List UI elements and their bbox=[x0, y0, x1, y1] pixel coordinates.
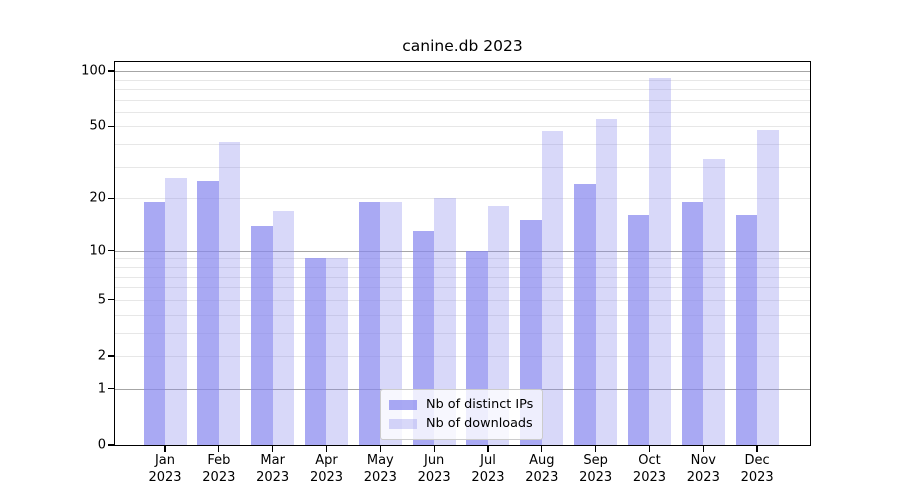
y-tick-10 bbox=[108, 250, 114, 252]
y-tick-label-2: 2 bbox=[97, 348, 106, 364]
y-tick-label-1: 1 bbox=[97, 381, 106, 397]
y-tick-label-20: 20 bbox=[89, 190, 106, 206]
x-tick-dec-2023 bbox=[756, 446, 758, 453]
x-tick-label-apr-2023: Apr 2023 bbox=[309, 453, 344, 485]
gridline-minor-6 bbox=[115, 287, 810, 289]
x-tick-label-sep-2023: Sep 2023 bbox=[579, 453, 613, 485]
x-tick-label-mar-2023: Mar 2023 bbox=[256, 453, 290, 485]
bar-nb-of-distinct-ips-nov-2023 bbox=[681, 202, 704, 445]
bar-nb-of-downloads-feb-2023 bbox=[218, 142, 241, 445]
gridline-minor-2 bbox=[115, 355, 810, 357]
y-tick-0 bbox=[108, 444, 114, 446]
bar-nb-of-downloads-dec-2023 bbox=[757, 129, 779, 445]
plot-content bbox=[115, 62, 810, 445]
x-tick-may-2023 bbox=[379, 446, 381, 453]
y-tick-5 bbox=[108, 299, 114, 301]
x-tick-label-nov-2023: Nov 2023 bbox=[686, 453, 720, 485]
gridline-minor-3 bbox=[115, 332, 810, 334]
bar-nb-of-distinct-ips-may-2023 bbox=[358, 202, 381, 445]
gridline-minor-60 bbox=[115, 111, 810, 113]
bar-nb-of-distinct-ips-sep-2023 bbox=[574, 184, 596, 445]
x-tick-mar-2023 bbox=[272, 446, 274, 453]
bar-nb-of-distinct-ips-apr-2023 bbox=[304, 258, 327, 445]
gridline-minor-80 bbox=[115, 88, 810, 90]
gridline-minor-70 bbox=[115, 99, 810, 101]
bar-nb-of-downloads-oct-2023 bbox=[649, 77, 671, 445]
x-tick-label-oct-2023: Oct 2023 bbox=[632, 453, 667, 485]
bar-nb-of-distinct-ips-oct-2023 bbox=[627, 215, 650, 445]
y-tick-label-100: 100 bbox=[81, 63, 106, 79]
gridline-minor-20 bbox=[115, 198, 810, 200]
x-tick-apr-2023 bbox=[325, 446, 328, 453]
x-tick-jan-2023 bbox=[164, 446, 166, 453]
bar-nb-of-downloads-nov-2023 bbox=[703, 159, 725, 445]
y-tick-100 bbox=[108, 70, 114, 72]
y-tick-label-5: 5 bbox=[97, 292, 106, 308]
gridline-minor-40 bbox=[115, 144, 810, 146]
legend: Nb of distinct IPs Nb of downloads bbox=[380, 389, 543, 440]
gridline-major-10 bbox=[115, 250, 810, 252]
y-tick-20 bbox=[108, 197, 114, 199]
x-tick-label-dec-2023: Dec 2023 bbox=[740, 453, 774, 485]
gridline-minor-50 bbox=[115, 126, 810, 128]
legend-label-downloads: Nb of downloads bbox=[426, 416, 533, 431]
bar-nb-of-downloads-may-2023 bbox=[380, 202, 402, 445]
legend-swatch-0 bbox=[389, 399, 417, 410]
x-tick-label-aug-2023: Aug 2023 bbox=[525, 453, 559, 485]
legend-label-distinct-ips: Nb of distinct IPs bbox=[426, 397, 534, 412]
gridline-minor-9 bbox=[115, 258, 810, 260]
gridline-minor-7 bbox=[115, 276, 810, 278]
x-tick-label-jul-2023: Jul 2023 bbox=[471, 453, 505, 485]
bar-nb-of-downloads-jun-2023 bbox=[434, 198, 456, 445]
x-tick-aug-2023 bbox=[541, 446, 543, 453]
bar-nb-of-distinct-ips-mar-2023 bbox=[251, 225, 273, 445]
gridline-minor-5 bbox=[115, 299, 810, 301]
x-tick-label-jun-2023: Jun 2023 bbox=[417, 453, 451, 485]
y-tick-50 bbox=[108, 125, 114, 128]
bar-nb-of-distinct-ips-dec-2023 bbox=[735, 215, 758, 445]
bar-nb-of-downloads-jan-2023 bbox=[165, 177, 187, 445]
bar-nb-of-distinct-ips-feb-2023 bbox=[197, 181, 219, 445]
x-tick-label-may-2023: May 2023 bbox=[363, 453, 397, 485]
x-tick-label-jan-2023: Jan 2023 bbox=[148, 453, 182, 485]
bar-nb-of-downloads-aug-2023 bbox=[541, 131, 564, 445]
x-tick-jul-2023 bbox=[487, 446, 489, 453]
y-tick-label-0: 0 bbox=[97, 437, 106, 453]
bar-nb-of-downloads-mar-2023 bbox=[272, 210, 295, 445]
gridline-minor-8 bbox=[115, 266, 810, 268]
legend-swatch-1 bbox=[389, 418, 417, 429]
x-tick-nov-2023 bbox=[702, 446, 704, 453]
y-tick-label-10: 10 bbox=[89, 243, 106, 259]
y-tick-2 bbox=[108, 355, 114, 357]
bar-nb-of-distinct-ips-jan-2023 bbox=[143, 202, 165, 445]
gridline-minor-4 bbox=[115, 314, 810, 316]
y-tick-label-50: 50 bbox=[89, 118, 106, 134]
bar-nb-of-downloads-sep-2023 bbox=[595, 118, 618, 445]
x-tick-sep-2023 bbox=[594, 446, 597, 453]
x-tick-feb-2023 bbox=[218, 446, 220, 453]
gridline-major-100 bbox=[115, 71, 810, 73]
gridline-minor-30 bbox=[115, 166, 810, 168]
legend-row-downloads: Nb of downloads bbox=[387, 414, 536, 433]
bar-nb-of-downloads-jul-2023 bbox=[487, 206, 510, 445]
legend-row-distinct-ips: Nb of distinct IPs bbox=[387, 395, 536, 414]
chart-title: canine.db 2023 bbox=[402, 37, 523, 55]
x-tick-label-feb-2023: Feb 2023 bbox=[202, 453, 236, 485]
x-tick-oct-2023 bbox=[648, 446, 651, 453]
bar-nb-of-distinct-ips-aug-2023 bbox=[520, 220, 542, 445]
bar-nb-of-downloads-apr-2023 bbox=[326, 258, 348, 445]
y-tick-1 bbox=[108, 388, 114, 390]
x-tick-jun-2023 bbox=[433, 446, 435, 453]
gridline-minor-90 bbox=[115, 79, 810, 81]
